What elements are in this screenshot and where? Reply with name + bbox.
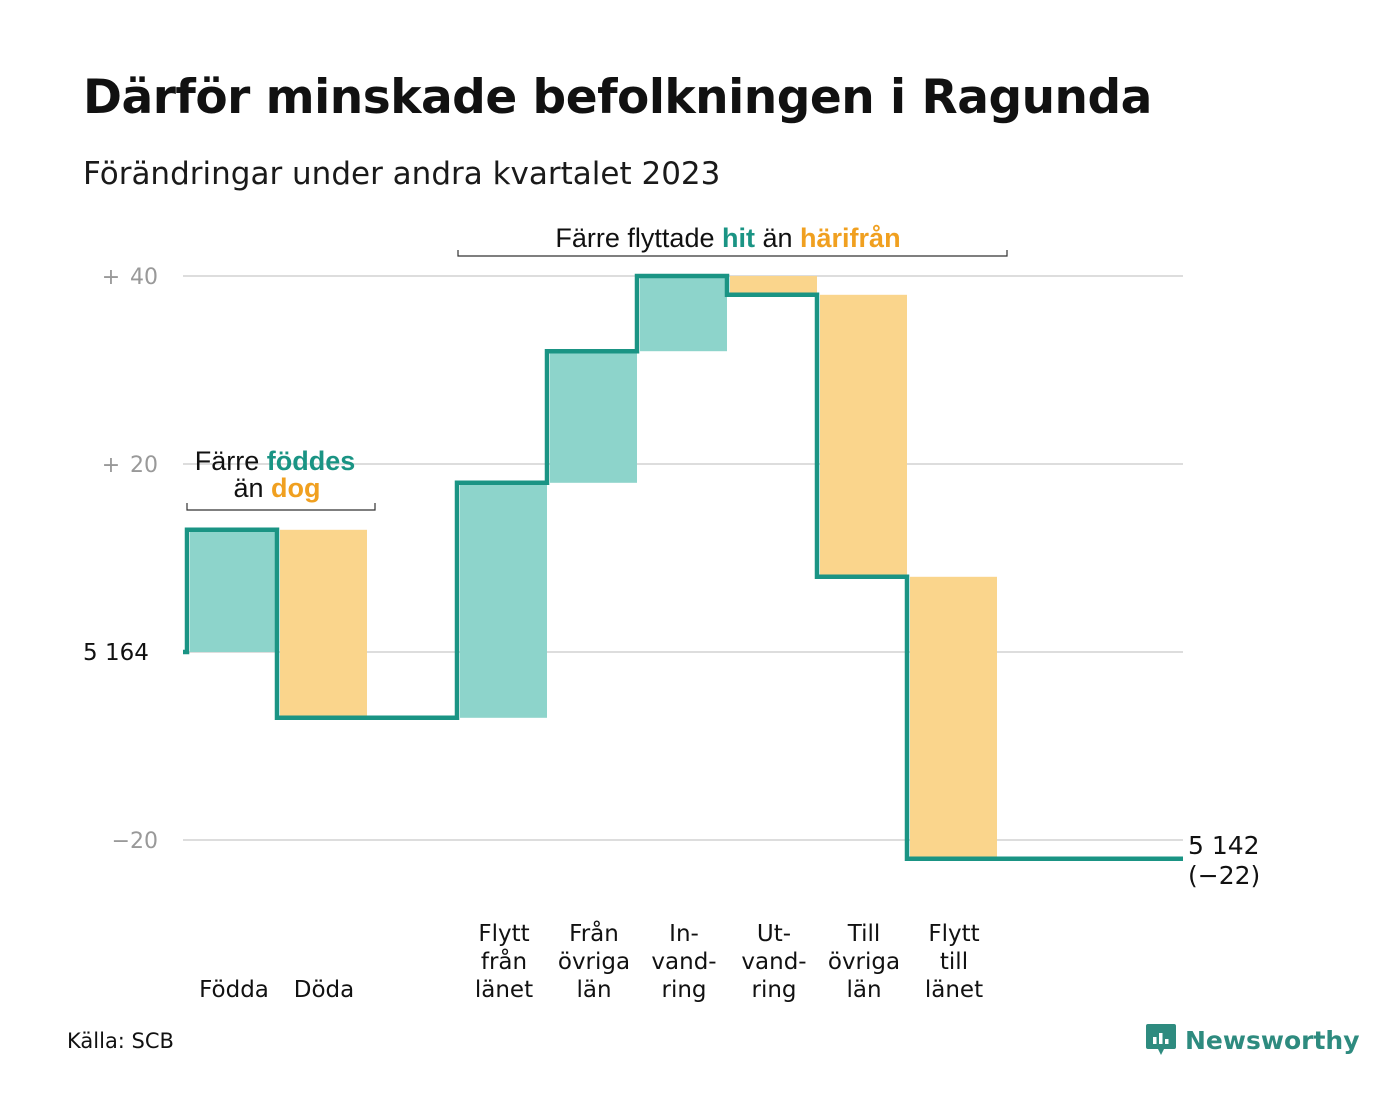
y-tick-sign: +	[102, 265, 120, 290]
outflow-bar	[280, 529, 367, 718]
deaths-annotation-highlight: dog	[271, 473, 320, 503]
bar-layer	[190, 276, 997, 859]
category-label: Till	[847, 921, 881, 947]
category-label: vand-	[741, 949, 806, 975]
chart-title: Därför minskade befolkningen i Ragunda	[83, 70, 1152, 125]
births-bracket	[186, 503, 376, 511]
category-label: Flytt	[928, 921, 979, 947]
category-label: från	[481, 947, 527, 975]
y-tick-label: 40	[130, 265, 158, 290]
y-tick-sign: +	[102, 453, 120, 478]
migration-bracket	[457, 250, 1008, 257]
inflow-bar	[550, 351, 637, 483]
deaths-annotation-prefix: än	[233, 473, 271, 503]
migration-annotation-hit: hit	[722, 223, 755, 253]
source-note: Källa: SCB	[67, 1029, 174, 1053]
end-value-label: 5 142	[1188, 831, 1260, 860]
category-label: övriga	[558, 949, 630, 975]
outflow-bar	[820, 294, 907, 577]
category-label: ring	[751, 977, 796, 1003]
category-label: Från	[569, 919, 619, 947]
line-layer	[183, 273, 1183, 862]
migration-annotation-middle: än	[755, 223, 800, 253]
y-tick-label: 20	[130, 453, 158, 478]
category-label: Födda	[199, 977, 269, 1003]
category-label: In-	[669, 921, 699, 947]
category-label: övriga	[828, 949, 900, 975]
births-annotation-highlight: föddes	[267, 446, 356, 476]
start-value-label: 5 164	[83, 640, 149, 666]
births-annotation-line1: Färre föddes	[195, 446, 356, 476]
brand-logo: Newsworthy	[1145, 1022, 1360, 1058]
births-annotation-prefix: Färre	[195, 446, 267, 476]
end-change-label: (−22)	[1188, 861, 1260, 890]
category-label: ring	[661, 977, 706, 1003]
inflow-bar	[640, 276, 727, 352]
category-label: till	[940, 949, 968, 975]
category-label: Döda	[294, 977, 354, 1003]
births-annotation-line2: än dog	[233, 473, 320, 503]
outflow-bar	[730, 276, 817, 295]
migration-annotation-prefix: Färre flyttade	[555, 223, 722, 253]
category-label: län	[846, 977, 881, 1003]
category-label: län	[576, 977, 611, 1003]
outflow-bar	[910, 576, 997, 859]
inflow-bar	[190, 529, 277, 652]
newsworthy-logo-icon	[1146, 1024, 1176, 1055]
category-label: vand-	[651, 949, 716, 975]
migration-annotation-harifran: härifrån	[800, 223, 901, 253]
category-label: länet	[925, 977, 983, 1003]
cumulative-step-line	[183, 273, 1183, 862]
brand-name: Newsworthy	[1185, 1025, 1360, 1055]
migration-annotation: Färre flyttade hit än härifrån	[555, 223, 900, 253]
y-tick-label: −20	[112, 829, 158, 854]
category-label: Ut-	[757, 921, 791, 947]
category-label: Flytt	[478, 921, 529, 947]
category-label: länet	[475, 977, 533, 1003]
inflow-bar	[460, 482, 547, 718]
chart-subtitle: Förändringar under andra kvartalet 2023	[83, 156, 721, 192]
